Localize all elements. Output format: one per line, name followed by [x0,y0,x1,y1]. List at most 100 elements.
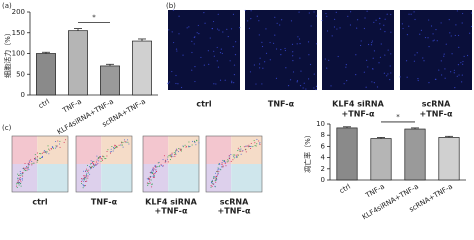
event [151,168,153,170]
event [109,151,111,153]
event [114,147,116,149]
event [115,144,117,146]
event [149,180,151,182]
quadrant [101,164,132,192]
event [84,175,86,177]
event [188,141,190,143]
nucleus [417,78,419,80]
event [127,139,129,141]
plot-label: TNF-α [91,198,118,207]
event [178,151,180,153]
event [243,146,245,148]
event [21,177,23,179]
nucleus [275,48,278,50]
nucleus [420,29,423,31]
event [171,153,173,155]
event [237,147,239,149]
quadrant [37,136,68,164]
event [17,181,19,183]
event [244,149,246,151]
nucleus [191,40,193,42]
nucleus [289,79,292,81]
event [184,144,186,146]
nucleus [258,67,261,69]
nucleus [188,26,190,28]
event [248,144,250,146]
event [101,159,103,161]
event [220,166,222,168]
nucleus [432,40,434,42]
nucleus [212,20,215,23]
event [23,169,25,171]
event [40,153,42,155]
event [31,161,33,163]
nucleus [457,64,460,66]
nucleus [315,85,318,87]
significance-label: * [396,113,400,121]
event [88,169,90,171]
nucleus [194,80,196,83]
nucleus [428,19,430,21]
event [82,187,84,189]
event [36,158,38,160]
nucleus [384,54,386,56]
event [24,162,26,164]
event [155,171,157,173]
event [175,150,177,152]
nucleus [343,83,345,85]
event [39,152,41,154]
nucleus [443,55,445,57]
nucleus [310,25,312,27]
nucleus [410,13,412,15]
event [16,186,18,188]
event [150,172,152,174]
event [114,144,116,146]
event [150,179,152,181]
event [253,140,255,142]
nucleus [194,66,196,68]
event [23,167,25,169]
nucleus [269,41,271,44]
event [40,157,42,159]
event [235,154,237,156]
quadrant [231,164,262,192]
event [211,183,213,185]
nucleus [454,87,456,89]
nucleus [313,87,315,89]
x-tick-label: ctrl [37,98,51,111]
event [101,158,103,160]
nucleus [406,76,408,78]
nucleus [191,51,193,54]
nucleus [175,74,177,77]
event [48,153,50,155]
event [258,143,260,145]
nucleus [234,53,237,56]
nucleus [432,33,434,35]
event [250,145,252,147]
event [86,169,88,171]
event [92,163,94,165]
event [239,146,241,148]
nucleus [390,13,392,16]
nucleus [350,11,352,13]
quadrant [168,164,199,192]
event [86,172,88,174]
event [90,168,92,170]
event [95,164,97,166]
event [218,163,220,165]
nucleus [471,12,473,14]
event [174,151,176,153]
event [179,148,181,150]
event [86,180,88,182]
event [100,157,102,159]
nucleus [387,49,389,51]
event [84,176,86,178]
event [228,157,230,159]
nucleus [232,13,235,15]
nucleus [373,21,375,23]
event [21,174,23,176]
event [55,140,57,142]
event [93,160,95,162]
event [17,182,19,184]
event [89,173,91,175]
